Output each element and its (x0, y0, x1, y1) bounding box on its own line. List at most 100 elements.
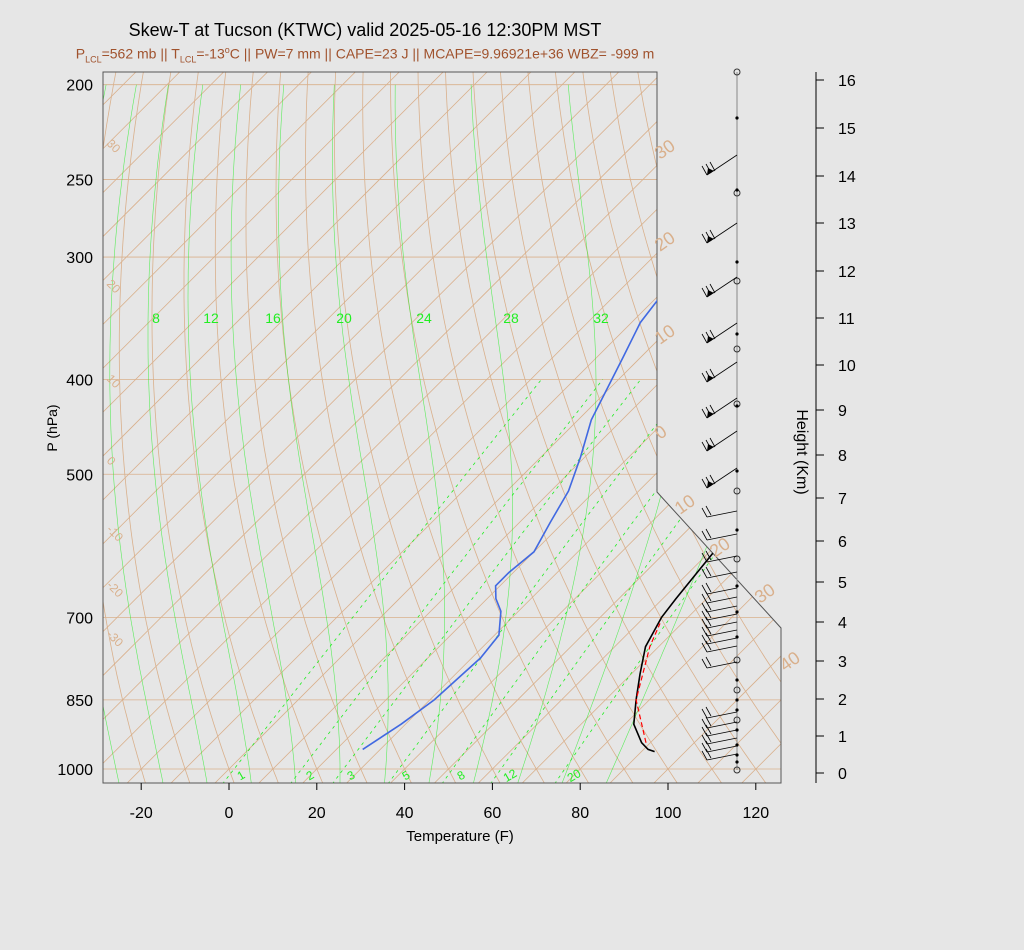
isotherm-line (603, 72, 781, 783)
wind-barb-feather (701, 610, 708, 621)
mixing-ratio-line (327, 379, 642, 783)
isotherm-label-left: -20 (104, 578, 126, 600)
wind-barb-feather (705, 706, 712, 717)
p-tick-label: 850 (66, 693, 93, 710)
height-tick-label: 14 (838, 169, 856, 186)
dry-adiabat-line (214, 72, 326, 783)
isotherm-line (103, 72, 777, 783)
wind-barb-feather (701, 552, 708, 563)
isotherm-line (998, 0, 1024, 790)
wind-barb-feather (705, 632, 712, 643)
mixing-ratio-label: 24 (416, 310, 432, 326)
dry-adiabat-line (245, 72, 371, 783)
barb-level-circle (733, 68, 741, 76)
moist-adiabat-line (109, 84, 165, 783)
x-tick-label: 0 (225, 805, 234, 822)
mixing-ratio-line (383, 379, 692, 783)
isotherm-line (164, 72, 781, 783)
wind-barb-feather (701, 726, 708, 737)
isotherm-label-left: -30 (104, 627, 126, 649)
barb-level-dot (735, 404, 739, 408)
wind-barb (706, 661, 738, 669)
wind-barb (706, 737, 738, 745)
p-tick-label: 250 (66, 173, 93, 190)
dry-adiabat-label: 20 (651, 227, 679, 255)
wind-barb (706, 621, 738, 629)
isotherm-line (103, 72, 781, 783)
wind-barb-feather (701, 734, 708, 745)
height-tick-label: 11 (838, 311, 855, 328)
wind-barb-feather (701, 618, 708, 629)
wind-barb (706, 637, 738, 645)
wind-barb-feather (701, 478, 708, 489)
dry-adiabat-line (688, 72, 781, 783)
wind-barb-feather (709, 368, 716, 379)
wind-barb (706, 533, 738, 541)
wind-barb-pennant (707, 444, 714, 451)
wind-barb-feather (705, 608, 712, 619)
x-tick-label: 120 (742, 805, 769, 822)
wind-barb-feather (709, 404, 716, 415)
wind-barb-feather (705, 505, 712, 516)
wind-barb-pennant (707, 481, 714, 488)
wind-barb-feather (701, 602, 708, 613)
dry-adiabat-line (470, 72, 727, 783)
subtitle-rest: PW=7 mm || CAPE=23 J || MCAPE=9.96921e+3… (254, 45, 655, 62)
plot-frame (102, 71, 782, 784)
p-tick-label: 700 (66, 610, 93, 627)
barb-level-dot (735, 678, 739, 682)
isotherm-line (103, 72, 781, 783)
wind-barb (706, 596, 738, 604)
p-lcl-value: =562 mb || (101, 45, 172, 62)
barb-level-dot (735, 528, 739, 532)
p-tick-label: 400 (66, 372, 93, 389)
isotherm-line (103, 72, 781, 783)
wind-barb-feather (705, 591, 712, 602)
wind-barb-feather (701, 441, 708, 452)
mixing-ratio-label-bottom: 1 (235, 768, 248, 784)
moist-adiabat-line (394, 84, 445, 783)
dewpoint-line (362, 72, 781, 751)
wind-barb (706, 645, 738, 653)
isotherm-line (823, 0, 1024, 790)
dry-adiabat-line (665, 72, 781, 783)
isotherm-line (103, 72, 781, 783)
wind-barb-pennant (707, 290, 714, 297)
wind-barb-feather (701, 742, 708, 753)
height-tick-label: 10 (838, 358, 856, 375)
height-tick-label: 15 (838, 121, 856, 138)
dry-adiabat-line (642, 72, 781, 783)
x-tick-label: 20 (308, 805, 326, 822)
p-lcl-label: P (75, 45, 86, 62)
dry-adiabat-line (521, 72, 781, 783)
wind-barb-feather (701, 642, 708, 653)
p-tick-label: 300 (66, 250, 93, 267)
dry-adiabat-line (417, 72, 638, 783)
isotherm-line (955, 0, 1024, 790)
isotherm-line (103, 72, 470, 783)
p-lcl-sub: LCL (85, 54, 102, 65)
wind-barb (706, 753, 738, 761)
isotherm-label-left: 30 (104, 136, 124, 156)
height-tick-label: 6 (838, 534, 847, 551)
isotherm-line (103, 72, 781, 783)
dry-adiabat-label: 0 (651, 421, 671, 443)
wind-barb (706, 587, 738, 595)
moist-adiabat-line (103, 84, 121, 783)
wind-barb-feather (705, 528, 712, 539)
wind-barb-feather (705, 600, 712, 611)
isotherm-label-left: -10 (104, 522, 126, 544)
wind-barb (706, 711, 738, 719)
dry-adiabat-line (103, 72, 145, 783)
wind-barb-feather (705, 732, 712, 743)
moist-adiabat-line (603, 84, 781, 783)
height-tick-label: 4 (838, 615, 847, 632)
wind-barb-feather (701, 750, 708, 761)
wind-barb-feather (701, 333, 708, 344)
temperature-line (632, 72, 781, 753)
wind-barb (706, 745, 738, 753)
wind-barb (706, 555, 738, 563)
dry-adiabat-label: 30 (751, 579, 779, 607)
mixing-ratio-label: 20 (336, 310, 352, 326)
height-tick-label: 2 (838, 692, 847, 709)
